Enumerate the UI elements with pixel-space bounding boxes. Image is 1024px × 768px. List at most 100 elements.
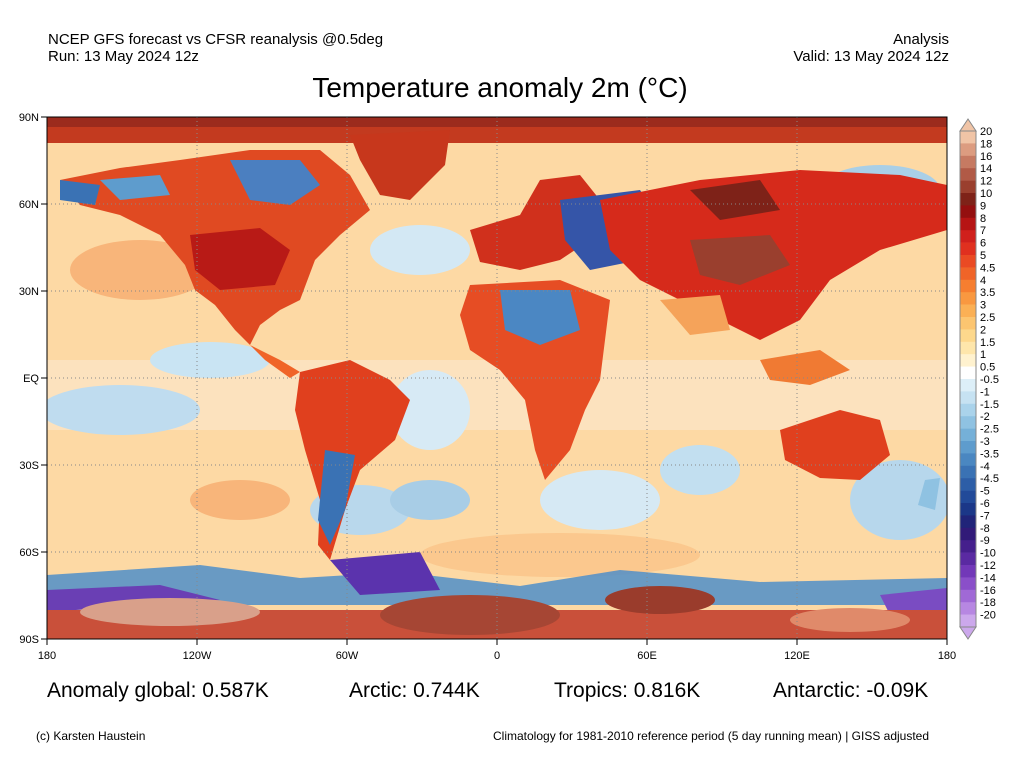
colorbar-swatch (960, 379, 976, 392)
credit-text: (c) Karsten Haustein (36, 729, 146, 743)
colorbar-label: 1.5 (980, 337, 995, 349)
stat-arctic: Arctic: 0.744K (349, 679, 480, 702)
lon-label: 180 (38, 650, 56, 662)
colorbar-swatch (960, 478, 976, 491)
colorbar-swatch (960, 292, 976, 305)
colorbar-swatch (960, 465, 976, 479)
lon-label: 0 (494, 650, 500, 662)
colorbar-swatch (960, 193, 976, 206)
colorbar-label: -10 (980, 548, 996, 560)
colorbar-swatch (960, 180, 976, 194)
colorbar-swatch (960, 329, 976, 343)
colorbar-label: 7 (980, 225, 986, 237)
colorbar-label: -20 (980, 610, 996, 622)
lon-label: 180 (938, 650, 956, 662)
colorbar-label: -0.5 (980, 374, 999, 386)
valid-line: Valid: 13 May 2024 12z (793, 48, 949, 65)
colorbar-swatch (960, 168, 976, 181)
colorbar-label: -4 (980, 461, 990, 473)
lat-label: 90S (19, 634, 39, 646)
colorbar-label: 16 (980, 151, 992, 163)
colorbar-swatch (960, 540, 976, 553)
lat-label: 60S (19, 547, 39, 559)
colorbar-swatch (960, 155, 976, 169)
colorbar-swatch (960, 255, 976, 268)
colorbar-swatch (960, 131, 976, 144)
colorbar-label: 20 (980, 126, 992, 138)
colorbar-label: 9 (980, 200, 986, 212)
colorbar-swatch (960, 441, 976, 454)
europe-landmass (470, 175, 600, 270)
colorbar-min-arrow (959, 626, 977, 640)
colorbar-swatch (960, 589, 976, 603)
lat-label: 90N (19, 112, 39, 124)
colorbar-label: -14 (980, 572, 996, 584)
colorbar-label: -1 (980, 386, 990, 398)
colorbar-swatch (960, 267, 976, 281)
colorbar-swatch (960, 391, 976, 405)
colorbar-label: -9 (980, 535, 990, 547)
colorbar-swatch (960, 304, 976, 318)
colorbar-label: -3.5 (980, 448, 999, 460)
colorbar-swatch (960, 416, 976, 429)
lat-label: EQ (23, 373, 39, 385)
analysis-label: Analysis (893, 31, 949, 48)
colorbar-swatch (960, 317, 976, 330)
stat-global: Anomaly global: 0.587K (47, 679, 269, 702)
colorbar-label: -5 (980, 486, 990, 498)
colorbar-swatch (960, 403, 976, 417)
colorbar-label: -12 (980, 560, 996, 572)
lat-label: 30N (19, 286, 39, 298)
colorbar-label: -8 (980, 523, 990, 535)
colorbar-label: -6 (980, 498, 990, 510)
australia-landmass (780, 410, 890, 480)
colorbar-swatch (960, 515, 976, 529)
colorbar-swatch (960, 602, 976, 615)
colorbar-label: -4.5 (980, 473, 999, 485)
stat-tropics: Tropics: 0.816K (554, 679, 701, 702)
anomaly-map: 90N 60N 30N EQ 30S 60S 90S 180 120W 60W … (19, 112, 999, 662)
colorbar-label: 3 (980, 300, 986, 312)
stat-antarctic: Antarctic: -0.09K (773, 679, 929, 702)
climatology-note: Climatology for 1981-2010 reference peri… (493, 729, 930, 743)
lat-label: 30S (19, 460, 39, 472)
axis-ticks (41, 116, 948, 645)
colorbar: 201816141210987654.543.532.521.510.5-0.5… (959, 118, 999, 640)
colorbar-swatch (960, 565, 976, 578)
colorbar-label: 3.5 (980, 287, 995, 299)
run-line: Run: 13 May 2024 12z (48, 48, 199, 65)
lat-label: 60N (19, 199, 39, 211)
colorbar-swatch (960, 279, 976, 293)
colorbar-label: 14 (980, 163, 992, 175)
colorbar-swatch (960, 341, 976, 355)
colorbar-label: 4 (980, 275, 986, 287)
colorbar-swatch (960, 143, 976, 157)
colorbar-swatch (960, 527, 976, 541)
lon-label: 120E (784, 650, 810, 662)
colorbar-swatch (960, 552, 976, 566)
colorbar-swatch (960, 217, 976, 231)
colorbar-swatch (960, 242, 976, 256)
colorbar-swatch (960, 230, 976, 243)
lon-label: 60W (336, 650, 359, 662)
colorbar-swatch (960, 503, 976, 516)
colorbar-label: 2.5 (980, 312, 995, 324)
colorbar-label: -7 (980, 510, 990, 522)
colorbar-label: 10 (980, 188, 992, 200)
colorbar-label: -18 (980, 597, 996, 609)
colorbar-swatch (960, 577, 976, 591)
colorbar-swatch (960, 614, 976, 628)
colorbar-swatch (960, 354, 976, 367)
product-line: NCEP GFS forecast vs CFSR reanalysis @0.… (48, 31, 384, 48)
colorbar-label: 6 (980, 238, 986, 250)
colorbar-swatch (960, 490, 976, 504)
lon-label: 60E (637, 650, 657, 662)
colorbar-swatch (960, 453, 976, 467)
colorbar-label: 8 (980, 213, 986, 225)
colorbar-swatch (960, 428, 976, 442)
colorbar-swatch (960, 366, 976, 380)
map-title: Temperature anomaly 2m (°C) (312, 72, 688, 103)
colorbar-label: -2 (980, 411, 990, 423)
graticule (47, 117, 947, 639)
colorbar-label: 2 (980, 324, 986, 336)
